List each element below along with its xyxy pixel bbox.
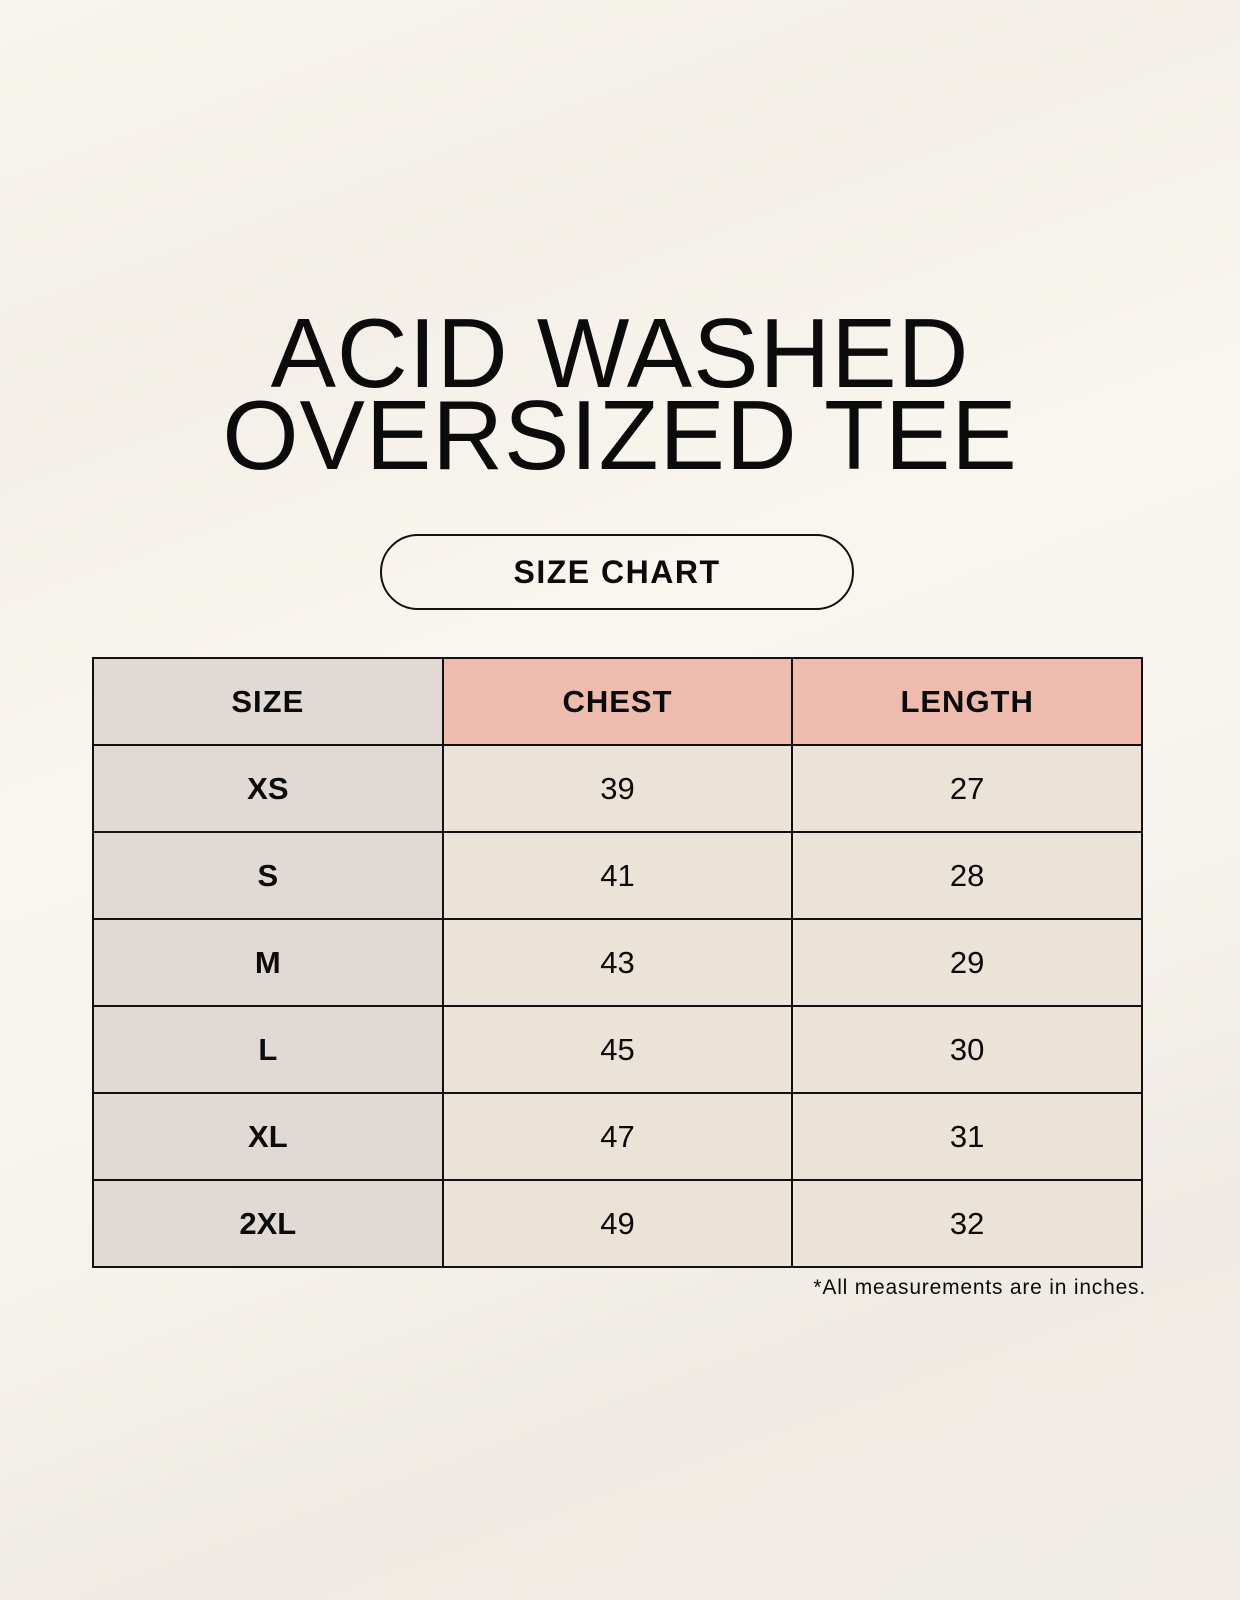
table-row: M 43 29 bbox=[92, 918, 1143, 1007]
header-length: LENGTH bbox=[791, 657, 1143, 746]
table-row: XL 47 31 bbox=[92, 1092, 1143, 1181]
cell-length: 28 bbox=[791, 831, 1143, 920]
cell-length: 32 bbox=[791, 1179, 1143, 1268]
size-table: SIZE CHEST LENGTH XS 39 27 S 41 28 M 43 29 L 45 30 X… bbox=[92, 657, 1143, 1268]
cell-length: 27 bbox=[791, 744, 1143, 833]
table-row: XS 39 27 bbox=[92, 744, 1143, 833]
cell-chest: 41 bbox=[441, 831, 794, 920]
cell-length: 31 bbox=[791, 1092, 1143, 1181]
page-title: ACID WASHED OVERSIZED TEE bbox=[0, 298, 1240, 490]
cell-size: 2XL bbox=[92, 1179, 444, 1268]
header-size: SIZE bbox=[92, 657, 444, 746]
cell-size: XS bbox=[92, 744, 444, 833]
table-header-row: SIZE CHEST LENGTH bbox=[92, 657, 1143, 746]
header-chest: CHEST bbox=[441, 657, 794, 746]
cell-chest: 45 bbox=[441, 1005, 794, 1094]
title-line-2: OVERSIZED TEE bbox=[222, 380, 1018, 490]
cell-length: 29 bbox=[791, 918, 1143, 1007]
size-chart-badge: SIZE CHART bbox=[380, 534, 854, 610]
table-row: 2XL 49 32 bbox=[92, 1179, 1143, 1268]
cell-size: L bbox=[92, 1005, 444, 1094]
cell-length: 30 bbox=[791, 1005, 1143, 1094]
cell-size: XL bbox=[92, 1092, 444, 1181]
cell-chest: 39 bbox=[441, 744, 794, 833]
cell-chest: 43 bbox=[441, 918, 794, 1007]
cell-size: S bbox=[92, 831, 444, 920]
table-row: L 45 30 bbox=[92, 1005, 1143, 1094]
title-line-1: ACID WASHED bbox=[270, 298, 970, 408]
footnote: *All measurements are in inches. bbox=[813, 1276, 1146, 1299]
cell-size: M bbox=[92, 918, 444, 1007]
cell-chest: 49 bbox=[441, 1179, 794, 1268]
table-row: S 41 28 bbox=[92, 831, 1143, 920]
cell-chest: 47 bbox=[441, 1092, 794, 1181]
